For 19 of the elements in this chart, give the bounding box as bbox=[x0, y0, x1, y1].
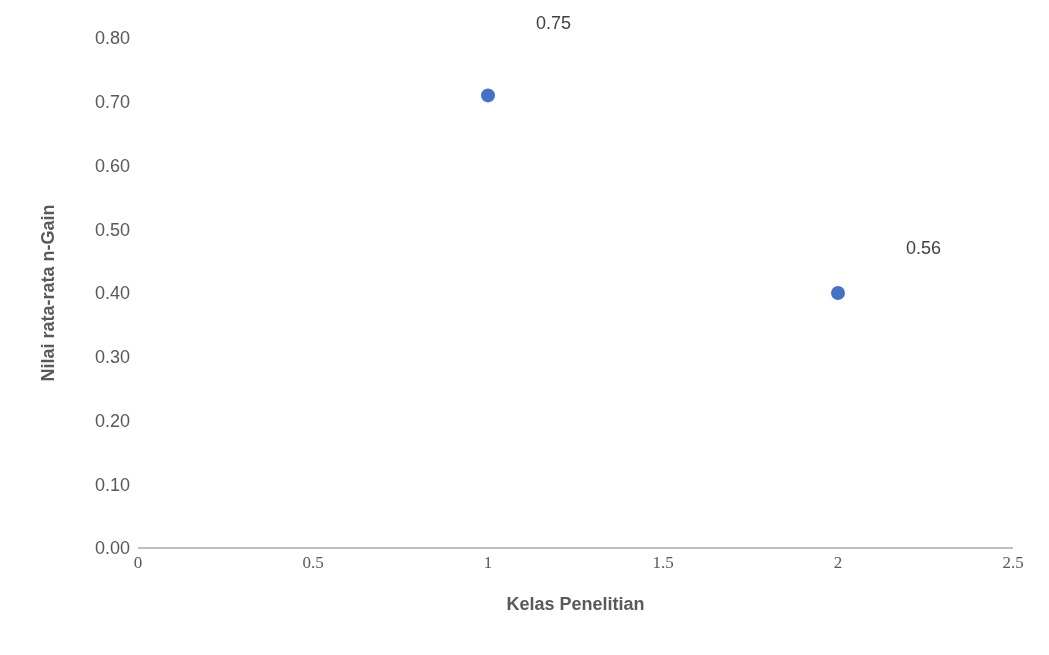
y-tick-label: 0.60 bbox=[94, 155, 130, 176]
x-axis-title: Kelas Penelitian bbox=[506, 594, 645, 614]
y-tick-label: 0.50 bbox=[94, 219, 130, 240]
y-tick-label: 0.30 bbox=[94, 347, 130, 368]
y-tick-label: 0.00 bbox=[94, 538, 130, 559]
annotation: 0.56 bbox=[905, 238, 942, 259]
x-tick-label: 1.5 bbox=[652, 553, 674, 573]
y-tick-label: 0.40 bbox=[94, 283, 130, 304]
y-axis-title: Nilai rata-rata n-Gain bbox=[38, 204, 59, 382]
y-tick-label: 0.20 bbox=[94, 410, 130, 431]
x-tick-label: 2.5 bbox=[1002, 553, 1024, 573]
text: 0.75 bbox=[535, 12, 572, 33]
y-tick-label: 0.10 bbox=[94, 474, 130, 495]
y-tick-label: 0.80 bbox=[94, 28, 130, 49]
x-tick-label: 0 bbox=[133, 553, 143, 573]
y-tick-label: 0.70 bbox=[94, 92, 130, 113]
x-tick-label: 0.5 bbox=[302, 553, 324, 573]
x-tick-label: 1 bbox=[483, 553, 493, 573]
x-tick-label: 2 bbox=[833, 553, 843, 573]
